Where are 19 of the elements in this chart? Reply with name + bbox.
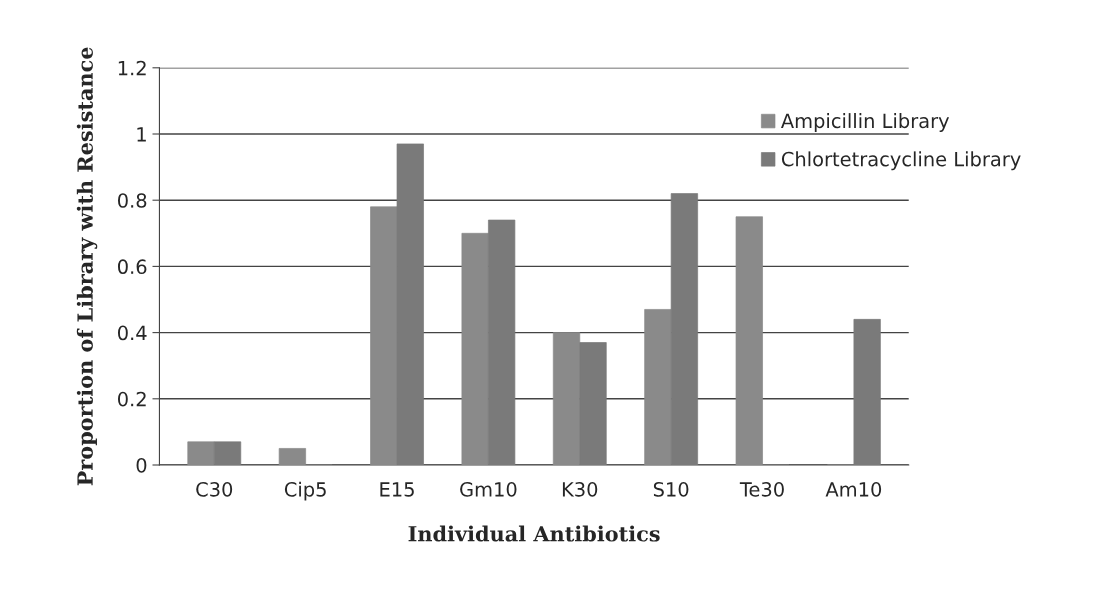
y-tick-label: 0.2	[118, 391, 146, 407]
x-axis-title: Individual Antibiotics	[408, 525, 660, 542]
x-tick-label: Am10	[825, 482, 882, 497]
y-tick-label: 0	[136, 457, 147, 473]
legend-label: Ampicillin Library	[780, 113, 950, 132]
x-tick-label: Cip5	[284, 481, 326, 501]
x-tick-label: C30	[196, 482, 233, 497]
x-tick-label: Gm10	[460, 482, 517, 497]
y-tick-label: 1.2	[118, 60, 146, 76]
x-tick-label: Te30	[739, 482, 784, 497]
legend-label: Chlortetracycline Library	[781, 151, 1021, 171]
x-tick-label: K30	[562, 482, 598, 497]
x-tick-label: E15	[380, 482, 414, 497]
y-tick-label: 1	[137, 127, 146, 142]
y-tick-label: 0.6	[118, 259, 147, 275]
y-axis-title: Proportion of Library with Resistance	[76, 47, 98, 486]
y-tick-label: 0.8	[118, 193, 147, 208]
y-tick-label: 0.4	[118, 325, 147, 341]
x-tick-label: S10	[653, 482, 689, 497]
